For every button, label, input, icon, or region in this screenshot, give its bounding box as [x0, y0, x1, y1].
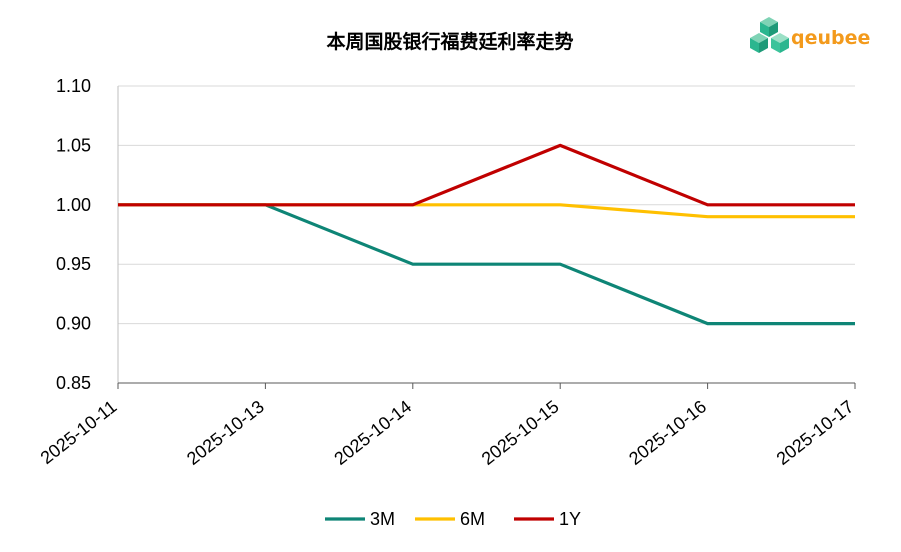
brand-name: qeubee	[791, 27, 870, 49]
x-tick-label: 2025-10-14	[330, 396, 415, 468]
x-tick-label: 2025-10-15	[478, 396, 563, 468]
y-tick-label: 0.90	[56, 314, 91, 334]
legend-label-3M: 3M	[370, 509, 395, 529]
y-tick-label: 1.00	[56, 195, 91, 215]
legend-label-6M: 6M	[460, 509, 485, 529]
x-tick-label: 2025-10-17	[773, 396, 858, 468]
legend: 3M 6M 1Y	[325, 509, 581, 529]
brand-logo: qeubee	[750, 17, 870, 53]
y-axis-ticks: 0.85 0.90 0.95 1.00 1.05 1.10	[56, 76, 91, 393]
x-tick-label: 2025-10-16	[625, 396, 710, 468]
y-tick-label: 1.05	[56, 135, 91, 155]
x-tick-label: 2025-10-11	[37, 396, 121, 468]
axes	[117, 86, 856, 389]
series-line-6M	[118, 203, 855, 219]
series-line-1Y	[118, 143, 855, 207]
y-tick-label: 0.95	[56, 254, 91, 274]
y-tick-label: 1.10	[56, 76, 91, 96]
qeubee-cube-logo-icon	[750, 17, 789, 53]
legend-label-1Y: 1Y	[559, 509, 581, 529]
chart-title: 本周国股银行福费廷利率走势	[326, 30, 573, 53]
x-axis-ticks: 2025-10-11 2025-10-13 2025-10-14 2025-10-15…	[37, 396, 858, 468]
series-lines	[118, 143, 855, 326]
y-tick-label: 0.85	[56, 373, 91, 393]
x-tick-label: 2025-10-13	[183, 396, 268, 468]
